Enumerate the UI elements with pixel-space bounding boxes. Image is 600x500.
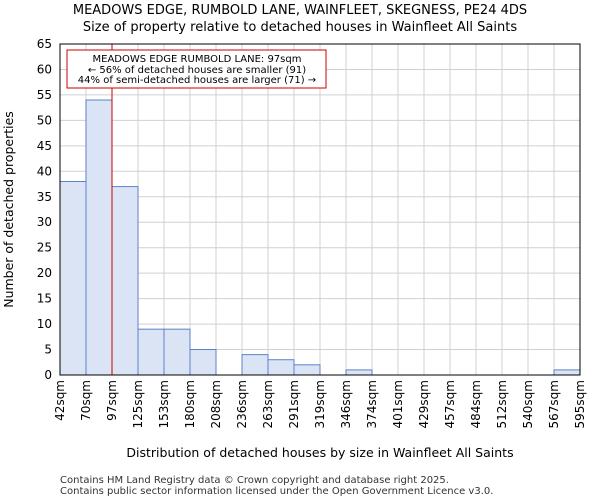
gridlines xyxy=(59,43,581,376)
bar xyxy=(163,328,191,376)
y-tick-label: 65 xyxy=(37,37,52,51)
annotation-line-2: ← 56% of detached houses are smaller (91… xyxy=(88,65,306,76)
bar xyxy=(59,180,87,376)
plot-frame xyxy=(59,43,581,376)
bar xyxy=(85,99,113,376)
x-tick-label: 401sqm xyxy=(391,380,405,428)
x-tick-label: 208sqm xyxy=(209,380,223,428)
y-tick-label: 15 xyxy=(37,292,52,306)
x-tick-label: 567sqm xyxy=(547,380,561,428)
y-tick-label: 30 xyxy=(37,215,52,229)
y-tick-label: 25 xyxy=(37,241,52,255)
y-tick-label: 55 xyxy=(37,88,52,102)
chart-subtitle: Size of property relative to detached ho… xyxy=(83,20,517,35)
bar xyxy=(293,364,321,376)
y-tick-label: 60 xyxy=(37,62,52,76)
x-tick-label: 512sqm xyxy=(495,380,509,428)
y-tick-label: 40 xyxy=(37,164,52,178)
y-tick-label: 0 xyxy=(44,368,52,382)
x-tick-label: 97sqm xyxy=(105,380,119,421)
bar xyxy=(553,369,581,376)
chart-title: MEADOWS EDGE, RUMBOLD LANE, WAINFLEET, S… xyxy=(73,3,527,18)
x-tick-label: 180sqm xyxy=(183,380,197,428)
y-axis-label: Number of detached properties xyxy=(1,111,16,308)
y-tick-label: 5 xyxy=(44,343,52,357)
bar xyxy=(267,359,295,376)
annotation-border xyxy=(66,49,327,89)
x-tick-label: 125sqm xyxy=(131,380,145,428)
x-tick-label: 457sqm xyxy=(443,380,457,428)
y-tick-label: 10 xyxy=(37,317,52,331)
x-tick-label: 236sqm xyxy=(235,380,249,428)
x-tick-label: 42sqm xyxy=(53,380,67,421)
bar xyxy=(241,354,269,376)
x-tick-label: 70sqm xyxy=(79,380,93,421)
annotation-box: MEADOWS EDGE RUMBOLD LANE: 97sqm ← 56% o… xyxy=(66,49,327,89)
bar xyxy=(111,186,139,376)
x-tick-label: 374sqm xyxy=(365,380,379,428)
x-tick-label: 291sqm xyxy=(287,380,301,428)
y-tick-label: 20 xyxy=(37,266,52,280)
bar xyxy=(189,349,217,376)
y-tick-label: 35 xyxy=(37,190,52,204)
annotation-line-3: 44% of semi-detached houses are larger (… xyxy=(78,75,316,86)
x-axis-label: Distribution of detached houses by size … xyxy=(126,445,513,460)
x-tick-label: 346sqm xyxy=(339,380,353,428)
y-tick-label: 45 xyxy=(37,139,52,153)
y-tick-labels: 0 5 10 15 20 25 30 35 40 45 50 55 60 65 xyxy=(37,37,52,382)
x-tick-label: 153sqm xyxy=(157,380,171,428)
bars xyxy=(59,99,581,376)
y-tick-label: 50 xyxy=(37,113,52,127)
footer-line-1: Contains HM Land Registry data © Crown c… xyxy=(60,475,449,486)
x-tick-label: 595sqm xyxy=(573,380,587,428)
annotation-line-1: MEADOWS EDGE RUMBOLD LANE: 97sqm xyxy=(93,54,302,65)
x-tick-label: 263sqm xyxy=(261,380,275,428)
footer-line-2: Contains public sector information licen… xyxy=(60,486,493,497)
x-tick-label: 484sqm xyxy=(469,380,483,428)
x-tick-label: 540sqm xyxy=(521,380,535,428)
x-tick-label: 429sqm xyxy=(417,380,431,428)
bar xyxy=(137,328,165,376)
bar xyxy=(345,369,373,376)
x-tick-labels: 42sqm 70sqm 97sqm 125sqm 153sqm 180sqm 208sqm 2… xyxy=(53,380,587,428)
x-tick-label: 319sqm xyxy=(313,380,327,428)
